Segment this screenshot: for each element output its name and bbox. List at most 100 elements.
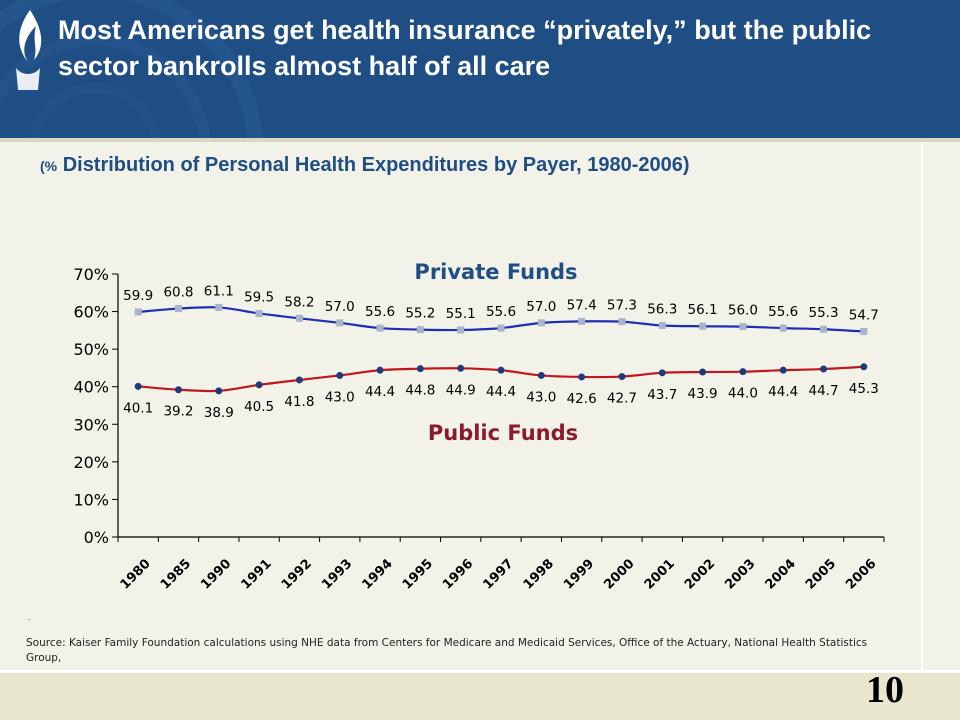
data-point-private bbox=[537, 319, 545, 327]
x-tick-label: 1980 bbox=[118, 556, 154, 592]
data-point-public bbox=[457, 364, 465, 372]
data-point-public bbox=[658, 369, 666, 377]
data-label-private: 57.0 bbox=[325, 299, 355, 315]
header-divider bbox=[0, 138, 960, 142]
data-point-public bbox=[376, 366, 384, 374]
x-tick-label: 1996 bbox=[440, 556, 476, 592]
y-tick-label: 60% bbox=[73, 303, 109, 322]
data-point-private bbox=[497, 324, 505, 332]
data-label-public: 42.7 bbox=[607, 391, 637, 407]
data-point-private bbox=[336, 319, 344, 327]
data-label-public: 43.0 bbox=[526, 389, 556, 405]
x-tick-label: 1997 bbox=[480, 556, 516, 592]
data-label-public: 43.0 bbox=[325, 389, 355, 405]
x-tick-label: 2001 bbox=[642, 556, 678, 592]
data-point-private bbox=[295, 314, 303, 322]
series-private-funds: 59.9 60.8 61.1 59.5 58.2 57.0 55.6 55.2 55.1 55.6… bbox=[123, 283, 879, 335]
series-label-public-funds: Public Funds bbox=[428, 421, 578, 445]
y-tick-label: 20% bbox=[73, 453, 109, 472]
data-label-private: 54.7 bbox=[849, 307, 879, 323]
data-point-public bbox=[779, 366, 787, 374]
content-panel bbox=[0, 142, 921, 670]
data-point-public bbox=[578, 373, 586, 381]
x-tick-label: 2003 bbox=[722, 556, 758, 592]
data-point-public bbox=[820, 365, 828, 373]
data-label-private: 57.4 bbox=[567, 297, 597, 313]
x-tick-label: 1994 bbox=[359, 556, 395, 592]
data-label-public: 39.2 bbox=[163, 404, 193, 420]
data-label-public: 44.0 bbox=[728, 386, 758, 402]
page-number: 10 bbox=[866, 669, 904, 711]
data-point-public bbox=[497, 366, 505, 374]
data-label-private: 59.5 bbox=[244, 289, 274, 305]
data-label-private: 55.6 bbox=[365, 304, 395, 320]
data-label-private: 55.6 bbox=[486, 304, 516, 320]
y-tick-label: 40% bbox=[73, 378, 109, 397]
data-point-public bbox=[255, 381, 263, 389]
data-point-private bbox=[618, 318, 626, 326]
data-point-private bbox=[820, 325, 828, 333]
data-point-public bbox=[134, 382, 142, 390]
x-tick-label: 1993 bbox=[319, 556, 355, 592]
data-point-public bbox=[699, 368, 707, 376]
data-label-private: 59.9 bbox=[123, 288, 153, 304]
data-label-public: 44.9 bbox=[446, 382, 476, 398]
data-label-private: 57.3 bbox=[607, 298, 637, 314]
header-band: Most Americans get health insurance “pri… bbox=[0, 0, 960, 138]
data-label-private: 55.1 bbox=[446, 306, 476, 322]
x-tick-label: 2002 bbox=[682, 556, 718, 592]
series-label-private-funds: Private Funds bbox=[414, 260, 577, 284]
y-tick-label: 10% bbox=[73, 490, 109, 509]
y-tick-label: 70% bbox=[73, 265, 109, 284]
data-label-public: 45.3 bbox=[849, 381, 879, 397]
data-label-private: 55.3 bbox=[808, 305, 838, 321]
data-point-public bbox=[336, 371, 344, 379]
data-label-private: 55.6 bbox=[768, 304, 798, 320]
data-point-private bbox=[699, 322, 707, 330]
data-label-public: 43.9 bbox=[688, 386, 718, 402]
data-label-private: 57.0 bbox=[526, 299, 556, 315]
x-tick-label: 1985 bbox=[158, 556, 194, 592]
data-point-private bbox=[860, 327, 868, 335]
data-label-private: 55.2 bbox=[405, 306, 435, 322]
data-point-private bbox=[255, 309, 263, 317]
data-point-public bbox=[416, 365, 424, 373]
data-label-public: 38.9 bbox=[204, 405, 234, 421]
x-tick-label: 1998 bbox=[521, 556, 557, 592]
data-label-private: 60.8 bbox=[163, 285, 193, 301]
y-tick-label: 30% bbox=[73, 415, 109, 434]
x-tick-label: 1999 bbox=[561, 556, 597, 592]
data-point-private bbox=[134, 308, 142, 316]
data-point-public bbox=[215, 387, 223, 395]
x-tick-label: 1990 bbox=[198, 556, 234, 592]
data-label-public: 40.1 bbox=[123, 400, 153, 416]
data-point-private bbox=[416, 326, 424, 334]
subtitle-prefix: (% bbox=[40, 158, 58, 174]
chart-subtitle: (% Distribution of Personal Health Expen… bbox=[40, 154, 920, 177]
data-point-private bbox=[658, 321, 666, 329]
data-point-private bbox=[215, 303, 223, 311]
flame-logo-icon bbox=[16, 10, 42, 90]
x-tick-label: 2000 bbox=[601, 556, 637, 592]
data-label-public: 44.7 bbox=[808, 383, 838, 399]
data-point-public bbox=[739, 368, 747, 376]
x-tick-label: 2004 bbox=[763, 556, 799, 592]
data-point-private bbox=[578, 317, 586, 325]
x-tick-label: 1992 bbox=[279, 556, 315, 592]
data-label-private: 56.1 bbox=[688, 302, 718, 318]
data-label-private: 61.1 bbox=[204, 283, 234, 299]
header-seal-watermark bbox=[0, 0, 263, 138]
y-tick-label: 0% bbox=[84, 528, 109, 547]
x-tick-label: 2006 bbox=[843, 556, 879, 592]
data-point-private bbox=[174, 305, 182, 313]
slide-title: Most Americans get health insurance “pri… bbox=[58, 15, 872, 81]
data-label-public: 41.8 bbox=[284, 394, 314, 410]
series-public-funds: 40.1 39.2 38.9 40.5 41.8 43.0 44.4 44.8 44.9 44.4… bbox=[123, 363, 879, 421]
x-tick-label: 2005 bbox=[803, 556, 839, 592]
right-margin-strip bbox=[921, 142, 960, 670]
data-point-private bbox=[457, 326, 465, 334]
data-label-public: 44.4 bbox=[486, 384, 516, 400]
data-point-public bbox=[174, 386, 182, 394]
x-tick-label: 1995 bbox=[400, 556, 436, 592]
